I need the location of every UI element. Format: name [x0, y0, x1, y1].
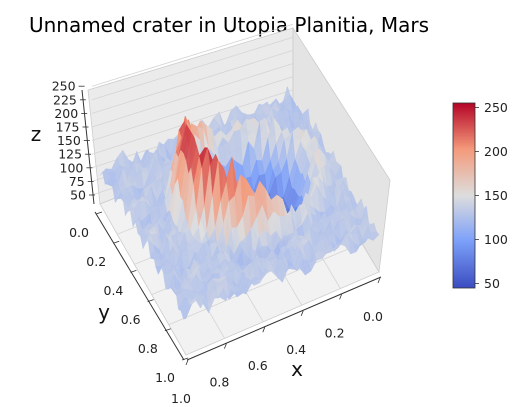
wall-gridline	[91, 76, 294, 141]
wall-gridline	[91, 23, 294, 87]
colorbar-gradient	[452, 102, 476, 289]
y-tick	[95, 211, 103, 215]
x-axis-label: x	[291, 357, 303, 381]
z-tick-label: 175	[56, 120, 80, 135]
z-tick-label: 125	[58, 147, 82, 162]
y-tick-label: 0.2	[86, 254, 106, 269]
x-axis-line	[186, 276, 382, 361]
y-tick-label: 0.8	[138, 341, 158, 356]
crater-surface	[99, 85, 380, 320]
y-axis-label: y	[98, 300, 110, 324]
colorbar: 50 100 150 200 250	[452, 100, 508, 291]
z-tick-label: 100	[60, 160, 84, 175]
x-tick-label: 1.0	[171, 391, 191, 406]
y-tick	[130, 270, 137, 273]
y-tick-label: 0.4	[104, 283, 124, 298]
y-tick-label: 0.0	[69, 225, 89, 240]
y-tick	[164, 328, 171, 332]
colorbar-tick-label: 200	[484, 144, 508, 159]
x-tick	[262, 327, 266, 333]
colorbar-tick-label: 100	[484, 232, 508, 247]
y-tick	[181, 357, 189, 361]
chart-title: Unnamed crater in Utopia Planitia, Mars	[29, 13, 429, 37]
x-tick-label: 0.4	[286, 342, 306, 357]
y-axis-line	[94, 211, 185, 361]
y-tick	[147, 299, 154, 302]
x-tick	[339, 294, 342, 300]
z-tick-label: 250	[52, 79, 76, 94]
z-axis-line	[81, 89, 95, 205]
colorbar-tick-label: 250	[484, 100, 508, 115]
y-tick-label: 1.0	[155, 370, 175, 385]
x-tick-label: 0.0	[363, 309, 383, 324]
z-axis-label: z	[31, 122, 42, 146]
x-tick-label: 0.6	[248, 358, 268, 373]
x-tick	[377, 277, 381, 284]
x-tick-label: 0.2	[325, 325, 345, 340]
x-tick	[185, 359, 189, 366]
colorbar-ticks: 50 100 150 200 250	[475, 100, 508, 291]
z-tick-label: 200	[54, 106, 78, 121]
z-tick-label: 50	[70, 188, 86, 203]
x-tick-label: 0.8	[209, 375, 229, 390]
z-tick-label: 225	[53, 92, 77, 107]
z-tick-label: 75	[69, 174, 85, 189]
floor-gridline	[168, 242, 362, 326]
wall-gridline	[91, 50, 294, 114]
axes-lines	[81, 89, 382, 361]
surface-facet	[183, 304, 193, 320]
x-tick	[300, 310, 304, 316]
wall-gridline	[91, 36, 294, 101]
x-tick	[224, 343, 227, 349]
z-tick-label: 150	[57, 133, 81, 148]
y-tick	[113, 240, 120, 244]
wall-gridline	[91, 63, 294, 128]
wall-gridline	[91, 89, 294, 155]
y-tick-label: 0.6	[121, 312, 141, 327]
colorbar-tick-label: 50	[484, 276, 500, 291]
colorbar-tick-label: 150	[484, 188, 508, 203]
